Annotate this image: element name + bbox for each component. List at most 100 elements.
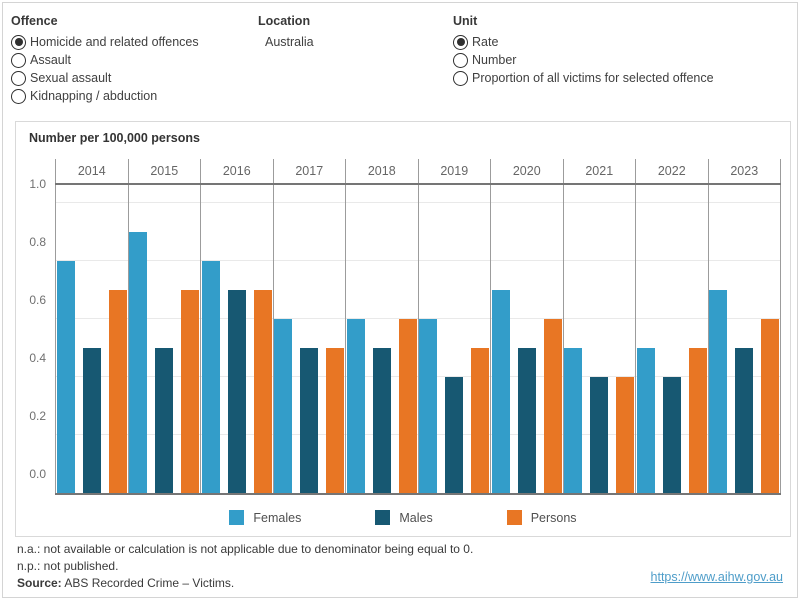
y-tick-label-0.4: 0.4 <box>29 351 46 365</box>
radio-offence-assault-label: Assault <box>30 53 71 67</box>
bar-persons-2018[interactable] <box>398 319 417 493</box>
bar-females-2016[interactable] <box>201 261 220 493</box>
plot-area <box>55 183 781 495</box>
y-tick-label-0.6: 0.6 <box>29 293 46 307</box>
chart-title: Number per 100,000 persons <box>29 131 200 145</box>
bar-males-2020[interactable] <box>517 348 536 493</box>
legend-item-persons[interactable]: Persons <box>506 510 577 525</box>
bar-persons-2016[interactable] <box>253 290 272 493</box>
y-tick-label-0.8: 0.8 <box>29 235 46 249</box>
bar-females-2021[interactable] <box>564 348 583 493</box>
bar-females-2019[interactable] <box>419 319 438 493</box>
radio-selected-icon <box>453 34 468 50</box>
location-filter-group: Location Australia <box>258 13 314 51</box>
radio-offence-sexual-assault-label: Sexual assault <box>30 71 112 85</box>
location-value[interactable]: Australia <box>265 35 314 49</box>
year-column-2014 <box>55 185 128 493</box>
year-column-2017 <box>272 185 346 493</box>
radio-unselected-icon <box>11 70 26 86</box>
bar-persons-2017[interactable] <box>326 348 345 493</box>
legend-label-females: Females <box>253 510 302 525</box>
year-column-2016 <box>200 185 273 493</box>
radio-offence-kidnapping[interactable]: Kidnapping / abduction <box>11 87 199 105</box>
bar-persons-2022[interactable] <box>688 348 707 493</box>
bar-males-2017[interactable] <box>300 348 319 493</box>
bar-males-2018[interactable] <box>372 348 391 493</box>
year-column-2020 <box>490 185 563 493</box>
bar-persons-2020[interactable] <box>543 319 562 493</box>
bar-persons-2014[interactable] <box>108 290 127 493</box>
year-label-2018: 2018 <box>345 159 418 183</box>
year-label-2015: 2015 <box>127 159 201 183</box>
bar-persons-2015[interactable] <box>181 290 200 493</box>
bar-females-2015[interactable] <box>129 232 148 493</box>
radio-unit-number-label: Number <box>472 53 517 67</box>
location-group-label: Location <box>258 14 311 28</box>
aihw-link[interactable]: https://www.aihw.gov.au <box>650 570 783 584</box>
year-column-2018 <box>345 185 418 493</box>
legend-swatch-icon <box>375 510 391 525</box>
bar-males-2019[interactable] <box>445 377 464 493</box>
radio-selected-icon <box>11 34 26 50</box>
radio-offence-kidnapping-label: Kidnapping / abduction <box>30 89 158 103</box>
radio-unselected-icon <box>11 88 26 104</box>
year-label-2016: 2016 <box>200 159 273 183</box>
bar-females-2020[interactable] <box>491 290 510 493</box>
year-column-2022 <box>635 185 708 493</box>
legend-swatch-icon <box>229 510 245 525</box>
year-label-2020: 2020 <box>490 159 563 183</box>
radio-unselected-icon <box>453 70 468 86</box>
bar-persons-2023[interactable] <box>761 319 780 493</box>
radio-unit-number[interactable]: Number <box>453 51 714 69</box>
offence-group-label: Offence <box>11 14 58 28</box>
bar-males-2021[interactable] <box>590 377 609 493</box>
radio-offence-sexual-assault[interactable]: Sexual assault <box>11 69 199 87</box>
year-label-2017: 2017 <box>272 159 346 183</box>
x-axis-year-header: 2014 2015 2016 2017 2018 2019 2020 2021 2022 2023 <box>55 159 781 183</box>
y-axis: 0.0 0.2 0.4 0.6 0.8 1.0 <box>16 177 49 491</box>
y-tick-label-1.0: 1.0 <box>29 177 46 191</box>
year-label-2014: 2014 <box>55 159 128 183</box>
note-np: n.p.: not published. <box>17 559 119 573</box>
radio-unselected-icon <box>11 52 26 68</box>
legend-item-males[interactable]: Males <box>375 510 433 525</box>
bar-females-2022[interactable] <box>636 348 655 493</box>
radio-unselected-icon <box>453 52 468 68</box>
unit-group-label: Unit <box>453 14 478 28</box>
year-column-2019 <box>417 185 491 493</box>
radio-offence-homicide-label: Homicide and related offences <box>30 35 199 49</box>
radio-offence-assault[interactable]: Assault <box>11 51 199 69</box>
year-label-2021: 2021 <box>562 159 636 183</box>
year-label-2022: 2022 <box>635 159 708 183</box>
bar-males-2023[interactable] <box>735 348 754 493</box>
note-na: n.a.: not available or calculation is no… <box>17 542 474 556</box>
y-tick-label-0.2: 0.2 <box>29 409 46 423</box>
bar-persons-2019[interactable] <box>471 348 490 493</box>
radio-unit-proportion-label: Proportion of all victims for selected o… <box>472 71 714 85</box>
chart-panel: Number per 100,000 persons 0.0 0.2 0.4 0.6 0… <box>15 121 791 537</box>
radio-unit-proportion[interactable]: Proportion of all victims for selected o… <box>453 69 714 87</box>
y-tick-label-0.0: 0.0 <box>29 467 46 481</box>
bar-females-2023[interactable] <box>709 290 728 493</box>
radio-unit-rate[interactable]: Rate <box>453 33 714 51</box>
radio-unit-rate-label: Rate <box>472 35 499 49</box>
year-column-2021 <box>562 185 636 493</box>
radio-offence-homicide[interactable]: Homicide and related offences <box>11 33 199 51</box>
source-text: ABS Recorded Crime – Victims. <box>61 576 235 590</box>
bar-females-2018[interactable] <box>346 319 365 493</box>
bar-males-2022[interactable] <box>662 377 681 493</box>
source-label: Source: <box>17 576 62 590</box>
bar-males-2015[interactable] <box>155 348 174 493</box>
plot-wrap: 2014 2015 2016 2017 2018 2019 2020 2021 2022 2023 <box>55 159 781 495</box>
bar-persons-2021[interactable] <box>616 377 635 493</box>
bar-females-2014[interactable] <box>56 261 75 493</box>
footnotes: n.a.: not available or calculation is no… <box>17 541 473 592</box>
unit-filter-group: Unit Rate Number Proportion of all victi… <box>453 13 714 87</box>
bar-males-2016[interactable] <box>227 290 246 493</box>
offence-filter-group: Offence Homicide and related offences As… <box>11 13 199 105</box>
bar-females-2017[interactable] <box>274 319 293 493</box>
bar-males-2014[interactable] <box>82 348 101 493</box>
year-column-2015 <box>127 185 201 493</box>
legend-item-females[interactable]: Females <box>229 510 301 525</box>
